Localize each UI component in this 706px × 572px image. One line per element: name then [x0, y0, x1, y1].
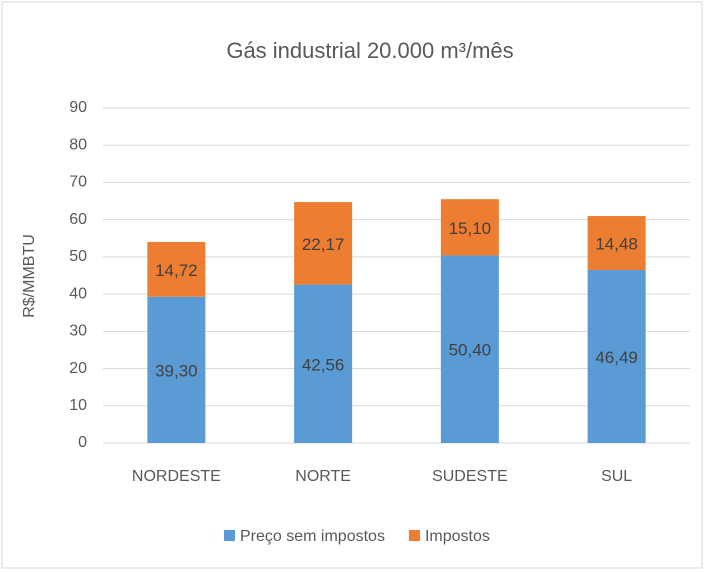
bar-segment — [147, 241, 206, 297]
legend-label: Preço sem impostos — [240, 528, 385, 545]
y-tick-label: 0 — [78, 434, 87, 451]
legend-label: Impostos — [425, 528, 490, 545]
bar-segment — [147, 296, 206, 443]
chart-title: Gás industrial 20.000 m³/mês — [226, 38, 513, 63]
y-tick-label: 20 — [69, 360, 87, 377]
bar-segment — [294, 284, 353, 443]
x-tick-label: SUDESTE — [432, 468, 508, 485]
x-tick-label: NORDESTE — [132, 468, 221, 485]
data-label: 15,10 — [449, 219, 492, 238]
data-label: 14,72 — [155, 261, 198, 280]
data-label: 14,48 — [595, 234, 638, 253]
y-tick-label: 40 — [69, 285, 87, 302]
y-tick-label: 90 — [69, 99, 87, 116]
y-tick-label: 70 — [69, 174, 87, 191]
data-label: 22,17 — [302, 235, 345, 254]
legend-swatch — [408, 530, 420, 541]
y-tick-label: 50 — [69, 248, 87, 265]
legend-swatch — [224, 530, 235, 541]
y-tick-label: 30 — [69, 323, 87, 340]
bar-segment — [440, 199, 499, 256]
data-label: 42,56 — [302, 355, 345, 374]
data-label: 50,40 — [449, 341, 492, 360]
bar-segment — [587, 216, 646, 270]
bar-segment — [587, 269, 646, 443]
bar-segment — [294, 202, 353, 285]
x-tick-label: NORTE — [295, 468, 351, 485]
y-tick-label: 10 — [69, 397, 87, 414]
data-label: 39,30 — [155, 361, 198, 380]
data-label: 46,49 — [595, 348, 638, 367]
bar-segment — [440, 255, 499, 443]
x-tick-label: SUL — [601, 468, 632, 485]
y-axis-label: R$/MMBTU — [21, 234, 38, 318]
y-tick-label: 60 — [69, 211, 87, 228]
y-tick-label: 80 — [69, 136, 87, 153]
